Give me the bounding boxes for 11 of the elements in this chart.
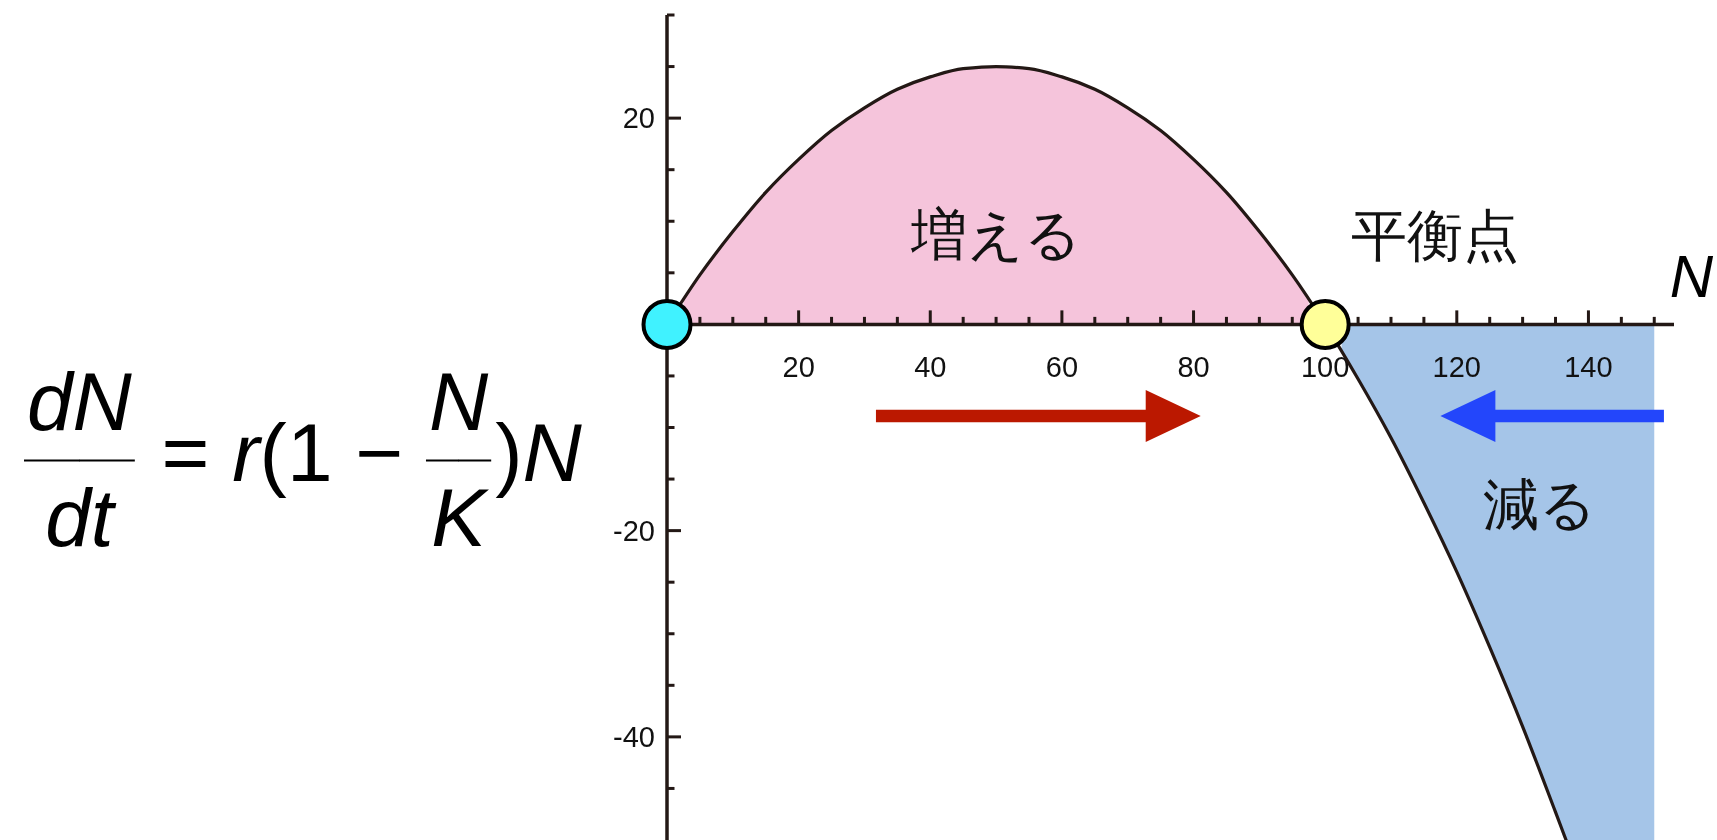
x-tick-label: 20 [782, 351, 815, 384]
x-axis-title: N [1669, 243, 1713, 311]
y-tick-label: -20 [613, 514, 655, 547]
x-tick-label: 80 [1177, 351, 1210, 384]
y-tick-label: 20 [622, 102, 655, 135]
x-tick-label: 140 [1564, 351, 1613, 384]
x-tick-label: 60 [1045, 351, 1079, 384]
x-tick-label: 40 [914, 351, 947, 384]
x-tick-label: 120 [1432, 351, 1481, 384]
y-tick-label: -40 [613, 720, 655, 753]
x-tick-label: 100 [1300, 351, 1350, 384]
